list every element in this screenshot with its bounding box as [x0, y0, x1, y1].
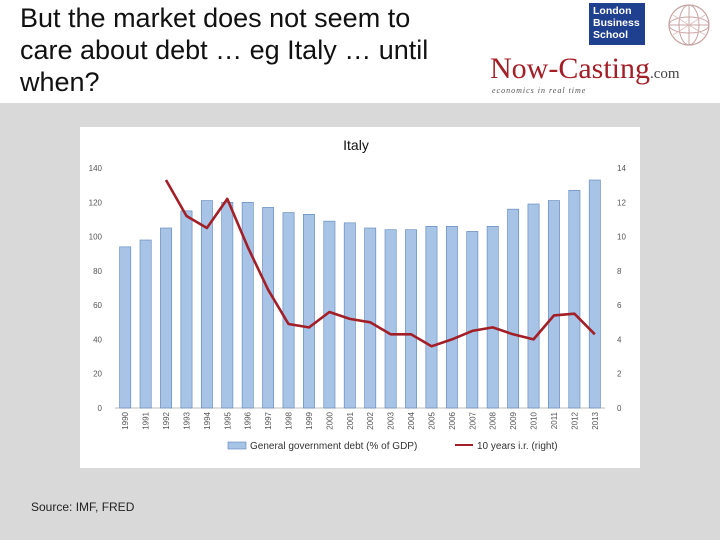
debt-bar — [221, 201, 234, 409]
x-tick-label: 2012 — [570, 411, 579, 429]
y-right-tick-label: 4 — [617, 335, 622, 344]
debt-bar — [588, 179, 601, 409]
debt-bar — [548, 200, 560, 409]
nowcasting-tagline: economics in real time — [492, 86, 587, 95]
debt-bar — [425, 225, 438, 409]
y-right-tick-label: 14 — [617, 164, 626, 173]
legend-label-debt: General government debt (% of GDP) — [250, 441, 417, 452]
debt-bar — [527, 203, 540, 409]
y-left-tick-label: 60 — [93, 301, 102, 310]
x-tick-label: 1999 — [305, 411, 314, 429]
x-tick-label: 2001 — [346, 411, 355, 429]
debt-bar — [445, 225, 458, 409]
x-tick-label: 2002 — [366, 411, 375, 429]
x-tick-label: 2011 — [550, 411, 559, 429]
x-tick-label: 1994 — [203, 411, 212, 429]
chart-legend: General government debt (% of GDP) 10 yea… — [227, 441, 558, 452]
x-tick-label: 2006 — [448, 411, 457, 429]
x-tick-label: 2005 — [427, 411, 436, 429]
x-tick-label: 1995 — [223, 411, 232, 429]
debt-bar — [282, 212, 295, 409]
x-tick-label: 2000 — [325, 411, 334, 429]
debt-bar — [241, 201, 254, 409]
debt-bar — [384, 229, 397, 409]
y-left-tick-label: 0 — [98, 404, 103, 413]
lbs-logo-line: School — [593, 29, 629, 41]
debt-bar — [200, 200, 213, 409]
debt-bar — [568, 189, 581, 409]
y-right-tick-label: 2 — [617, 370, 622, 379]
x-tick-label: 2008 — [489, 411, 498, 429]
globe-icon — [668, 4, 710, 46]
slide-title: But the market does not seem to care abo… — [20, 3, 429, 97]
y-left-tick-label: 100 — [89, 233, 103, 242]
x-tick-label: 1997 — [264, 411, 273, 429]
y-right-tick-label: 12 — [617, 198, 626, 207]
x-tick-label: 2013 — [591, 411, 600, 429]
debt-bar — [343, 222, 356, 409]
x-tick-label: 2010 — [530, 411, 539, 429]
y-right-tick-label: 0 — [617, 404, 622, 413]
debt-bar — [160, 227, 172, 409]
debt-bar — [139, 239, 152, 409]
y-left-tick-label: 140 — [89, 164, 103, 173]
chart-panel: Italy 0 20 40 60 80 100 120 140 0 2 4 6 8 10 12 14 1990 1… — [80, 127, 640, 468]
axes-layer: 0 20 40 60 80 100 120 140 0 2 4 6 8 10 12 14 1990 1991 199… — [89, 164, 627, 430]
y-left-tick-label: 80 — [93, 267, 102, 276]
italy-debt-chart: Italy 0 20 40 60 80 100 120 140 0 2 4 6 8 10 12 14 1990 1… — [89, 137, 627, 452]
interest-rate-line — [164, 179, 596, 348]
legend-swatch-debt — [227, 441, 247, 450]
source-note: Source: IMF, FRED — [31, 500, 135, 514]
y-right-tick-label: 10 — [617, 233, 626, 242]
x-tick-label: 2003 — [387, 411, 396, 429]
debt-bar — [507, 208, 520, 409]
debt-bar — [486, 225, 499, 409]
x-tick-label: 1991 — [142, 411, 151, 429]
y-left-tick-label: 20 — [93, 370, 102, 379]
debt-bar — [262, 207, 275, 409]
legend-label-rate: 10 years i.r. (right) — [477, 441, 558, 452]
lbs-logo-line: London — [593, 5, 632, 17]
x-tick-label: 1993 — [182, 411, 191, 429]
nowcasting-logo: Now-Casting.com — [490, 52, 680, 91]
y-left-tick-label: 40 — [93, 335, 102, 344]
x-tick-label: 1992 — [162, 411, 171, 429]
bars-layer — [119, 179, 601, 409]
y-right-tick-label: 6 — [617, 301, 622, 310]
x-tick-label: 1996 — [244, 411, 253, 429]
nowcasting-logo-name: Now-Casting — [490, 52, 650, 85]
x-tick-label: 2007 — [468, 411, 477, 429]
x-tick-label: 1990 — [121, 411, 130, 429]
debt-bar — [405, 229, 417, 409]
x-tick-label: 2009 — [509, 411, 518, 429]
y-right-tick-label: 8 — [617, 267, 622, 276]
y-left-tick-label: 120 — [89, 198, 103, 207]
debt-bar — [364, 227, 377, 409]
debt-bar — [119, 246, 132, 409]
line-layer — [164, 179, 596, 348]
debt-bar — [180, 210, 193, 409]
lbs-logo-line: Business — [593, 17, 640, 29]
london-business-school-logo: London Business School — [589, 3, 645, 45]
chart-title: Italy — [343, 137, 369, 153]
nowcasting-logo-suffix: .com — [650, 66, 680, 82]
x-tick-label: 1998 — [285, 411, 294, 429]
x-tick-label: 2004 — [407, 411, 416, 429]
slide-header: But the market does not seem to care abo… — [0, 0, 720, 103]
debt-bar — [303, 213, 315, 409]
debt-bar — [466, 231, 479, 409]
